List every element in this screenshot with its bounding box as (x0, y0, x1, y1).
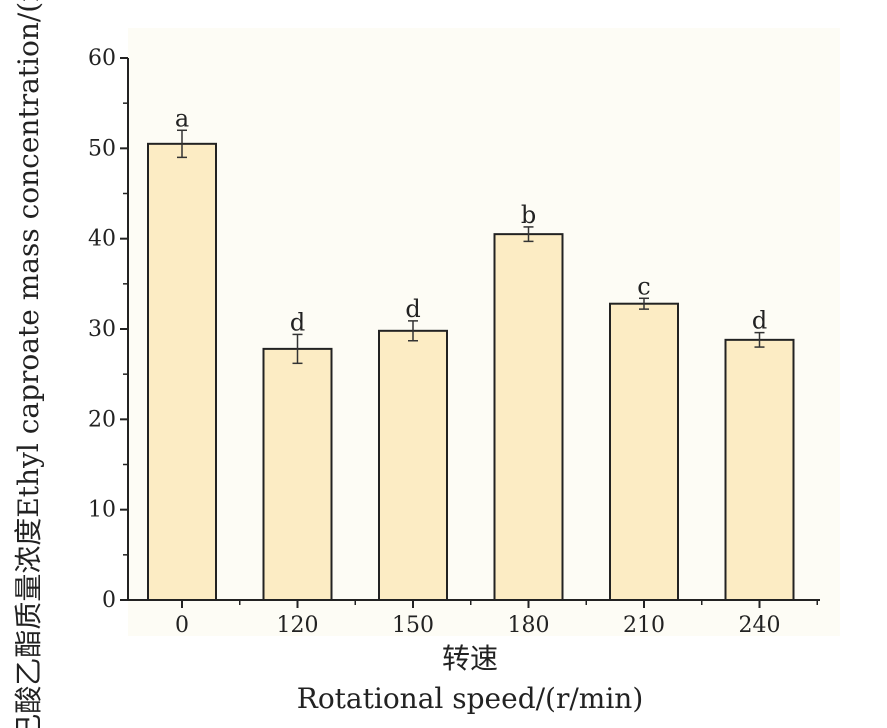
y-tick-label: 20 (88, 407, 116, 432)
significance-label: b (521, 201, 536, 229)
x-tick-label: 120 (277, 613, 319, 638)
significance-label: c (637, 272, 650, 300)
bar (262, 347, 333, 601)
bar (493, 233, 564, 601)
bars-group (147, 142, 795, 601)
y-tick-label: 10 (88, 498, 116, 523)
significance-labels-group: a d d b c d (175, 104, 767, 336)
y-ticks-group: 0 10 20 30 40 50 60 (88, 46, 128, 613)
bar (724, 338, 795, 601)
bar (147, 142, 217, 601)
bar (378, 329, 448, 601)
x-tick-label: 0 (175, 613, 189, 638)
y-tick-label: 0 (102, 588, 116, 613)
significance-label: d (290, 308, 305, 336)
significance-label: d (405, 295, 420, 323)
x-tick-label: 180 (508, 613, 550, 638)
x-ticks-group: 0 120 150 180 210 240 (175, 600, 818, 638)
error-bars-group (177, 129, 765, 365)
x-axis-title-cn: 转速 (442, 642, 498, 675)
x-tick-label: 150 (392, 613, 434, 638)
significance-label: a (175, 104, 189, 132)
plot-background (128, 28, 840, 636)
y-axis-title: 己酸乙酯质量浓度Ethyl caproate mass concentratio… (12, 0, 45, 728)
y-tick-label: 50 (88, 136, 116, 161)
x-tick-label: 210 (623, 613, 665, 638)
x-axis-title-en: Rotational speed/(r/min) (297, 682, 644, 715)
y-tick-label: 60 (88, 46, 116, 71)
y-tick-label: 30 (88, 317, 116, 342)
significance-label: d (752, 307, 767, 335)
y-tick-label: 40 (88, 227, 116, 252)
x-tick-label: 240 (739, 613, 781, 638)
bar (609, 302, 679, 601)
